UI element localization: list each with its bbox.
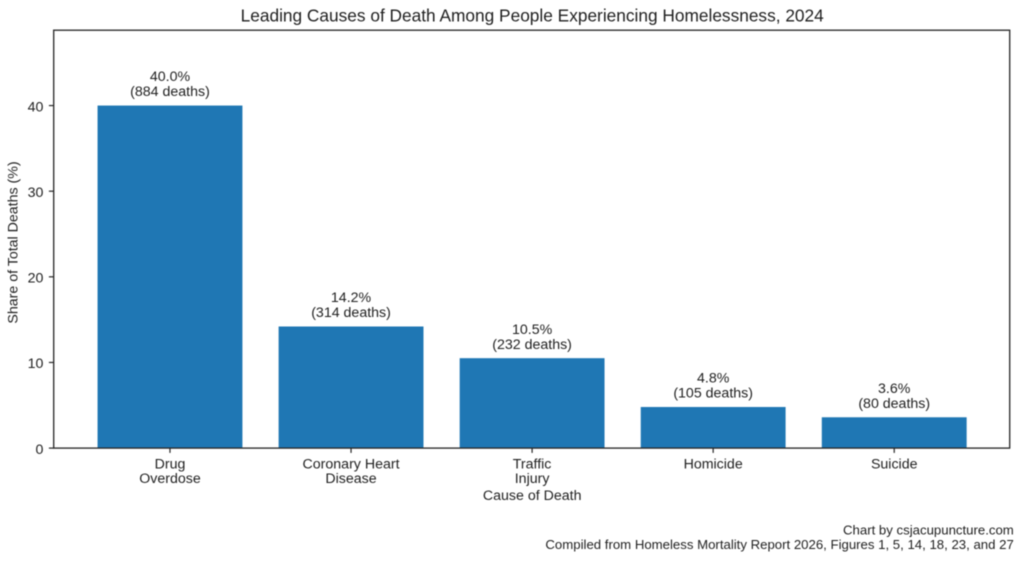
svg-text:Disease: Disease: [325, 471, 376, 487]
svg-text:3.6%: 3.6%: [878, 381, 911, 397]
svg-text:Injury: Injury: [515, 471, 551, 487]
svg-text:(232 deaths): (232 deaths): [492, 337, 572, 353]
svg-text:14.2%: 14.2%: [331, 290, 372, 306]
svg-text:(105 deaths): (105 deaths): [673, 386, 753, 402]
svg-text:20: 20: [28, 271, 44, 287]
svg-text:0: 0: [36, 442, 44, 458]
svg-text:Suicide: Suicide: [871, 456, 918, 472]
svg-text:40.0%: 40.0%: [150, 69, 191, 85]
svg-text:10: 10: [28, 356, 44, 372]
svg-text:Chart by csjacupuncture.com: Chart by csjacupuncture.com: [843, 523, 1014, 538]
svg-text:10.5%: 10.5%: [512, 322, 553, 338]
svg-text:Cause of Death: Cause of Death: [483, 488, 582, 504]
svg-text:Drug: Drug: [155, 456, 186, 472]
svg-text:4.8%: 4.8%: [697, 371, 730, 387]
svg-text:Compiled from Homeless Mortali: Compiled from Homeless Mortality Report …: [545, 537, 1013, 552]
svg-text:Share of Total Deaths (%): Share of Total Deaths (%): [5, 161, 21, 323]
svg-text:30: 30: [28, 185, 44, 201]
svg-text:40: 40: [28, 99, 44, 115]
svg-text:Homicide: Homicide: [684, 456, 743, 472]
svg-text:Leading Causes of Death Among: Leading Causes of Death Among People Exp…: [241, 6, 825, 26]
svg-text:Overdose: Overdose: [139, 471, 201, 487]
svg-text:Coronary Heart: Coronary Heart: [303, 456, 400, 472]
svg-text:(80 deaths): (80 deaths): [858, 396, 930, 412]
svg-text:(314 deaths): (314 deaths): [311, 305, 391, 321]
svg-text:Traffic: Traffic: [513, 456, 552, 472]
svg-text:(884 deaths): (884 deaths): [130, 84, 210, 100]
